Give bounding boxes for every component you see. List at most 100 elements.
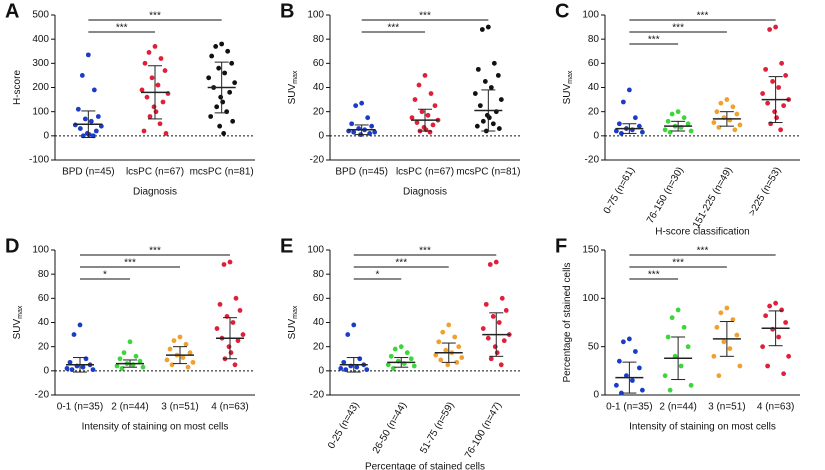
data-point — [408, 356, 414, 362]
data-point — [774, 115, 780, 121]
y-tick-label: 80 — [313, 34, 325, 45]
data-point — [206, 75, 212, 81]
y-axis-label-main: H-score — [12, 70, 23, 105]
data-point — [681, 115, 687, 121]
y-axis-label-main: SUV — [12, 319, 23, 340]
data-point — [214, 326, 220, 331]
data-point — [760, 91, 766, 96]
data-point — [353, 103, 359, 109]
data-point — [237, 308, 243, 313]
data-point — [79, 73, 85, 78]
data-point — [721, 339, 727, 345]
data-point — [443, 347, 449, 353]
data-point — [140, 364, 146, 370]
data-point — [227, 89, 233, 95]
data-point — [685, 121, 691, 127]
y-tick-label: 100 — [307, 10, 324, 21]
data-point — [369, 123, 375, 129]
data-point — [783, 320, 789, 325]
data-point — [220, 99, 226, 105]
data-point — [139, 87, 145, 93]
data-point — [121, 350, 127, 356]
y-tick-label: 80 — [313, 269, 325, 280]
data-point — [214, 104, 220, 110]
data-point — [618, 131, 624, 136]
data-point — [718, 310, 724, 316]
data-point — [786, 353, 792, 359]
data-point — [343, 367, 349, 373]
data-point — [503, 308, 509, 313]
data-point — [67, 359, 73, 365]
data-point — [412, 97, 418, 102]
data-point — [724, 305, 730, 311]
data-point — [419, 109, 425, 115]
data-point — [69, 367, 75, 373]
y-axis-label-main: SUV — [287, 319, 298, 340]
data-point — [781, 371, 787, 377]
data-point — [117, 356, 123, 362]
data-point — [632, 115, 638, 121]
data-point — [629, 378, 635, 383]
significance-label: *** — [697, 246, 709, 257]
x-tick-label: 0-75 (n=61) — [602, 165, 638, 216]
x-axis-label: Intensity of staining on most cells — [629, 422, 776, 433]
data-point — [665, 118, 671, 124]
data-point — [80, 364, 86, 370]
data-point — [490, 314, 496, 319]
data-point — [438, 357, 444, 363]
data-point — [730, 104, 736, 110]
data-point — [222, 70, 228, 76]
data-point — [456, 344, 462, 350]
data-point — [187, 350, 193, 356]
data-point — [765, 100, 771, 106]
data-point — [77, 126, 83, 131]
data-point — [209, 53, 215, 59]
y-tick-label: 0 — [43, 130, 49, 141]
data-point — [155, 82, 161, 88]
data-point — [665, 334, 671, 340]
data-point — [127, 339, 133, 345]
data-point — [144, 94, 150, 100]
significance-label: *** — [149, 246, 161, 257]
data-point — [620, 339, 626, 345]
panel-letter: F — [555, 235, 567, 257]
data-point — [675, 307, 681, 313]
y-axis-label-main: SUV — [562, 84, 573, 105]
data-point — [428, 91, 434, 96]
data-point — [730, 317, 736, 322]
data-point — [727, 346, 733, 351]
x-axis-label: Intensity of staining on most cells — [82, 422, 229, 433]
data-point — [662, 127, 668, 133]
data-point — [208, 114, 214, 119]
data-point — [430, 122, 436, 128]
data-point — [669, 111, 675, 117]
data-point — [488, 85, 494, 90]
data-point — [779, 60, 785, 66]
data-point — [190, 359, 196, 365]
data-point — [734, 111, 740, 117]
data-point — [229, 60, 235, 66]
data-point — [233, 295, 239, 301]
panel-letter: D — [5, 235, 19, 257]
x-tick-label: 76-100 (n=47) — [463, 400, 504, 460]
data-point — [85, 52, 91, 58]
data-point — [783, 73, 789, 78]
data-point — [763, 66, 769, 72]
x-tick-label: lcsPC (n=67) — [126, 167, 184, 178]
significance-label: *** — [395, 258, 407, 269]
y-axis-label-sub: max — [17, 305, 24, 319]
data-point — [639, 387, 645, 393]
x-tick-label: 3 (n=51) — [161, 402, 199, 413]
data-point — [678, 363, 684, 369]
data-point — [773, 300, 779, 306]
x-tick-label: 0-1 (n=35) — [57, 402, 103, 413]
data-point — [414, 120, 420, 125]
data-point — [167, 346, 173, 352]
y-tick-label: 100 — [307, 245, 324, 256]
data-point — [75, 106, 81, 112]
y-tick-label: 60 — [588, 58, 600, 69]
data-point — [90, 367, 96, 373]
y-axis-label-main: SUV — [287, 84, 298, 105]
y-tick-label: 60 — [313, 58, 325, 69]
